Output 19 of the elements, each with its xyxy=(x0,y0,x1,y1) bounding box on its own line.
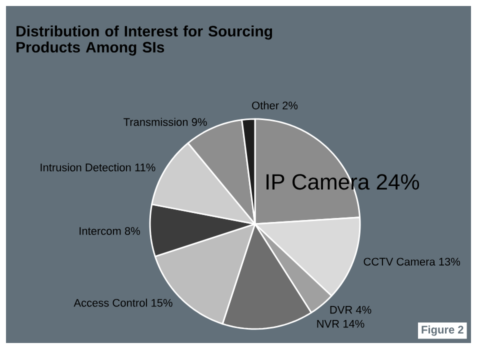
chart-title: Distribution of Interest for Sourcing Products Among SIs xyxy=(16,26,272,56)
data-label: 8% xyxy=(124,227,140,235)
slice-label: Other xyxy=(252,101,279,110)
slice-label: Intercom xyxy=(80,227,121,235)
data-label: 24% xyxy=(376,174,420,190)
slice-label: NVR xyxy=(317,320,340,328)
data-label: 4% xyxy=(356,306,372,314)
data-label: 9% xyxy=(192,118,207,126)
data-label: 15% xyxy=(152,299,172,307)
slice-label: Transmission xyxy=(124,118,188,126)
data-label: 2% xyxy=(282,102,298,110)
data-label: 14% xyxy=(343,320,364,328)
data-label: 11% xyxy=(135,164,156,172)
slice-label: CCTV Camera xyxy=(364,258,436,266)
slice-label: Intrusion Detection xyxy=(40,163,131,172)
caption: Figure 2 xyxy=(422,326,464,336)
slice-label: DVR xyxy=(330,306,352,314)
data-label: 13% xyxy=(439,258,460,266)
slice-label: Access Control xyxy=(74,298,147,307)
